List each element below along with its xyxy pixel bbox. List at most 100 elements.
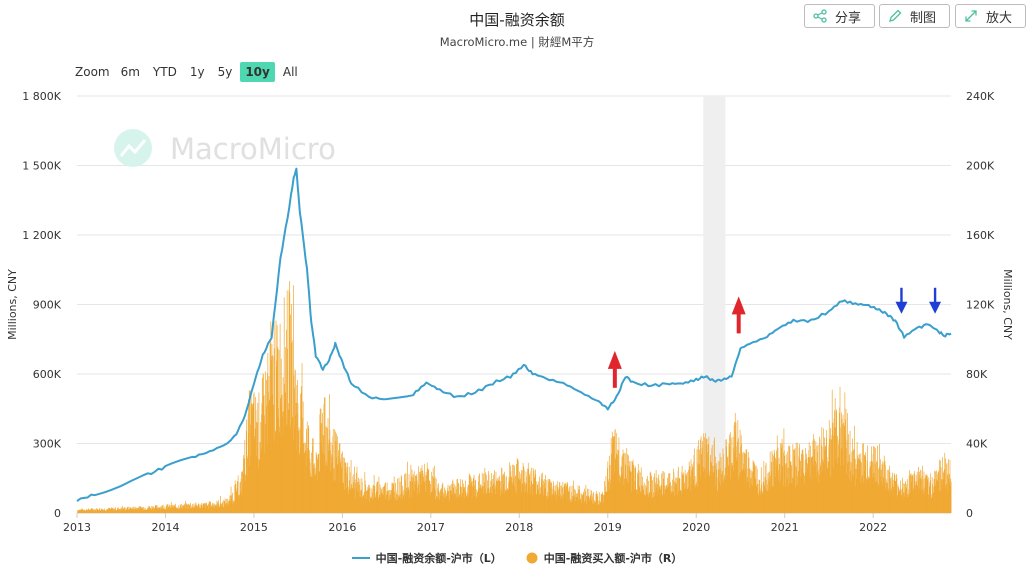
expand-icon [965, 10, 977, 22]
bar [88, 508, 90, 513]
bar [353, 495, 355, 513]
bar [125, 510, 127, 513]
bar [87, 509, 88, 513]
bar [198, 503, 200, 513]
bar [577, 485, 579, 513]
bar [867, 479, 869, 513]
bar [157, 508, 158, 513]
bar [839, 386, 841, 513]
bar [329, 394, 330, 513]
bar [146, 509, 148, 513]
bar [238, 495, 240, 513]
bar [432, 468, 434, 513]
line-series [76, 167, 952, 502]
bar [413, 489, 415, 513]
bar [309, 459, 311, 513]
bar [805, 448, 806, 513]
bar [822, 458, 823, 513]
bar [450, 490, 452, 513]
bar [454, 484, 456, 513]
y-right-tick-label: 160K [966, 229, 995, 242]
bar [469, 475, 470, 513]
bar [777, 459, 778, 513]
bar [490, 492, 492, 513]
bar [492, 485, 494, 513]
bar [884, 464, 886, 513]
share-icon [813, 9, 827, 23]
bar [130, 507, 131, 513]
range-button-6m[interactable]: 6m [120, 65, 140, 79]
bar [478, 481, 479, 513]
bar [124, 507, 125, 513]
bar [373, 475, 375, 513]
share-button[interactable]: 分享 [804, 4, 875, 28]
bar [578, 501, 580, 513]
bar [202, 508, 203, 513]
range-button-all[interactable]: All [282, 65, 298, 79]
bar [422, 475, 423, 513]
bar [81, 511, 83, 513]
bar [333, 480, 334, 513]
bar [394, 499, 396, 513]
bar [497, 478, 499, 513]
bar [678, 478, 680, 513]
bar [529, 494, 531, 513]
bar [848, 434, 849, 513]
bar [940, 490, 942, 513]
bar [738, 453, 740, 513]
bar [623, 478, 625, 513]
range-button-1y[interactable]: 1y [189, 65, 205, 79]
bar [758, 495, 759, 513]
bar [893, 473, 895, 513]
bar [374, 488, 375, 513]
bar [745, 449, 747, 513]
bar [127, 506, 128, 513]
bar [901, 489, 903, 513]
bar [452, 481, 453, 513]
bar [632, 459, 634, 513]
bar [189, 504, 191, 513]
bar [832, 435, 834, 513]
draw-button[interactable]: 制图 [879, 4, 950, 28]
zoom-button[interactable]: 放大 [955, 4, 1026, 28]
bar [542, 472, 543, 513]
bar [483, 482, 485, 513]
bar [728, 446, 730, 513]
bar [339, 461, 341, 513]
range-button-5y[interactable]: 5y [217, 65, 233, 79]
bar [369, 502, 370, 513]
bar [169, 508, 170, 513]
bar [730, 437, 732, 513]
bar [450, 490, 451, 513]
pencil-icon [889, 9, 902, 22]
bar [733, 470, 735, 513]
legend-item-line[interactable]: 中国-融资余额-沪市（L） [351, 550, 502, 566]
bar [566, 498, 568, 513]
range-button-10y[interactable]: 10y [240, 62, 275, 82]
bar [597, 496, 599, 513]
bar [906, 479, 908, 513]
bar [498, 490, 500, 513]
bar [774, 473, 776, 513]
bar [884, 460, 886, 513]
range-button-ytd[interactable]: YTD [152, 65, 177, 79]
bar [836, 409, 838, 513]
bar [527, 468, 528, 513]
bar [673, 495, 675, 513]
bar [895, 474, 897, 513]
bar [398, 495, 399, 513]
bar [533, 470, 534, 513]
bar [435, 499, 437, 513]
bar [255, 409, 257, 513]
bar [917, 493, 919, 513]
bar [635, 491, 637, 513]
bar [460, 479, 462, 513]
legend-item-bar[interactable]: 中国-融资买入额-沪市（R） [526, 550, 682, 566]
bar [198, 503, 199, 513]
bar [143, 509, 145, 513]
bar [767, 484, 768, 513]
bar [239, 491, 241, 513]
bar [222, 507, 224, 513]
bar [412, 474, 414, 513]
